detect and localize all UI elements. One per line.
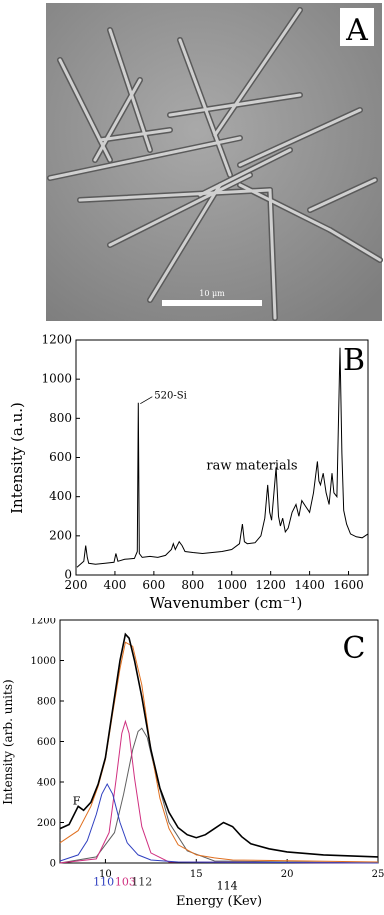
peak-110-label: 110 — [93, 875, 114, 888]
raman-chart-panel: 0 200 400 600 800 1000 1200 200 400 600 800 1000 12… — [0, 330, 384, 615]
y-tick-label: 0 — [64, 568, 72, 582]
x-tick-label: 1000 — [216, 578, 247, 592]
nanowires — [47, 7, 383, 321]
y-tick-label: 800 — [49, 411, 72, 425]
energy-y-axis-label: Intensity (arb. units) — [1, 679, 15, 804]
peak-110-fit-line — [59, 782, 379, 864]
panel-letter-box — [340, 8, 374, 46]
x-tick-label: 1600 — [333, 578, 364, 592]
measured-spectrum-line — [59, 632, 379, 858]
y-tick-label: 0 — [50, 859, 56, 870]
peak-103-fit-line — [59, 719, 379, 864]
raman-spectrum-line — [76, 347, 369, 568]
y-tick-label: 600 — [37, 737, 56, 748]
y-tick-label: 600 — [49, 450, 72, 464]
y-tick-label: 200 — [49, 528, 72, 542]
energy-x-axis-label: Energy (Kev) — [176, 894, 262, 909]
energy-chart: 0 200 400 600 800 1000 1200 10 15 20 25 F 110 103… — [1, 616, 384, 910]
scale-bar-label: 10 μm — [199, 289, 225, 298]
sem-image: 10 μm A — [46, 3, 383, 321]
panel-letter-a: A — [345, 13, 368, 48]
x-tick-label: 15 — [190, 869, 203, 880]
y-tick-label: 1000 — [31, 656, 56, 667]
y-tick-label: 400 — [49, 489, 72, 503]
sem-background — [46, 3, 382, 321]
y-tick-label: 400 — [37, 778, 56, 789]
sem-image-panel: 10 μm A — [0, 0, 384, 324]
y-tick-label: 1200 — [31, 618, 56, 627]
raman-y-axis-label: Intensity (a.u.) — [8, 402, 26, 514]
y-tick-label: 200 — [37, 818, 56, 829]
peak-114-label: 114 — [217, 879, 238, 892]
panel-letter-b: B — [343, 343, 365, 378]
x-tick-label: 25 — [372, 869, 384, 880]
si-peak-label: 520-Si — [154, 391, 187, 402]
x-tick-label: 20 — [281, 869, 294, 880]
y-tick-label: 1200 — [41, 333, 72, 347]
x-tick-label: 200 — [65, 578, 88, 592]
peak-f-label: F — [73, 794, 81, 807]
raw-materials-label: raw materials — [206, 458, 297, 473]
peak-112-fit-line — [59, 727, 379, 864]
energy-chart-panel: 0 200 400 600 800 1000 1200 10 15 20 25 F 110 103… — [0, 616, 384, 911]
x-tick-label: 800 — [181, 578, 204, 592]
x-tick-label: 10 — [99, 869, 112, 880]
x-tick-label: 400 — [103, 578, 126, 592]
x-tick-label: 1400 — [294, 578, 325, 592]
scale-bar-line — [162, 300, 262, 306]
y-tick-label: 1000 — [41, 372, 72, 386]
y-tick-label: 800 — [37, 697, 56, 708]
scale-bar: 10 μm — [162, 289, 262, 306]
si-peak-arrow — [140, 396, 153, 405]
peak-103-label: 103 — [115, 875, 136, 888]
envelope-fit-line — [59, 641, 379, 863]
x-tick-label: 600 — [142, 578, 165, 592]
x-tick-label: 1200 — [255, 578, 286, 592]
panel-letter-c: C — [343, 631, 366, 666]
peak-112-label: 112 — [131, 875, 152, 888]
raman-x-axis-label: Wavenumber (cm⁻¹) — [150, 594, 303, 612]
